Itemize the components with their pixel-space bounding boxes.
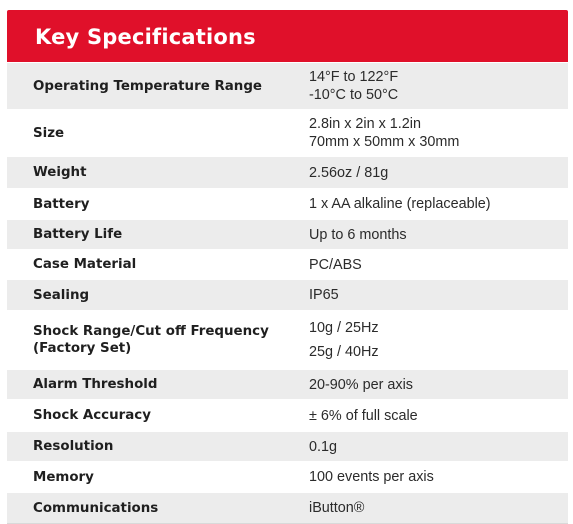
spec-label: Communications [33, 500, 159, 516]
spec-row-shock-accuracy: Shock Accuracy ± 6% of full scale [7, 399, 568, 431]
spec-row-size: Size 2.8in x 2in x 1.2in 70mm x 50mm x 3… [7, 109, 568, 156]
spec-value-line: 10g / 25Hz [309, 320, 379, 336]
spec-value-line: 25g / 40Hz [309, 344, 379, 360]
spec-row-battery: Battery 1 x AA alkaline (replaceable) [7, 188, 568, 219]
spec-row-alarm-threshold: Alarm Threshold 20-90% per axis [7, 369, 568, 399]
spec-value-line: ± 6% of full scale [309, 407, 418, 424]
spec-value-line: -10°C to 50°C [309, 87, 399, 103]
spec-label: Size [33, 125, 65, 141]
spec-row-shock-range: Shock Range/Cut off Frequency (Factory S… [7, 310, 568, 369]
spec-label: Weight [33, 165, 87, 180]
spec-value: 0.1g [309, 438, 568, 456]
spec-value: 2.56oz / 81g [309, 164, 568, 182]
spec-value: Up to 6 months [309, 226, 568, 244]
spec-label: Memory [33, 469, 94, 485]
spec-row-memory: Memory 100 events per axis [7, 461, 568, 492]
spec-value: iButton® [309, 499, 568, 517]
spec-value-line: 1 x AA alkaline (replaceable) [309, 196, 491, 212]
spec-row-battery-life: Battery Life Up to 6 months [7, 219, 568, 249]
spec-label: Shock Accuracy [33, 408, 151, 423]
spec-value: 14°F to 122°F -10°C to 50°C [309, 68, 568, 104]
spec-label: Alarm Threshold [33, 377, 158, 392]
spec-value-line: 100 events per axis [309, 469, 434, 485]
spec-rows: Operating Temperature Range 14°F to 122°… [7, 62, 568, 524]
spec-value-line: 2.56oz / 81g [309, 164, 389, 181]
spec-value-line: 2.8in x 2in x 1.2in [309, 116, 421, 132]
spec-value: ± 6% of full scale [309, 407, 568, 425]
specifications-table: Key Specifications Operating Temperature… [7, 10, 568, 524]
spec-value-line: PC/ABS [309, 256, 362, 273]
spec-value-line: 70mm x 50mm x 30mm [309, 134, 460, 150]
spec-value-line: Up to 6 months [309, 226, 407, 243]
table-title: Key Specifications [35, 24, 256, 49]
spec-label: Resolution [33, 439, 114, 454]
spec-value-line: 14°F to 122°F [309, 69, 399, 85]
spec-value: 10g / 25Hz 25g / 40Hz [309, 319, 568, 361]
spec-label: Sealing [33, 287, 90, 303]
table-header: Key Specifications [7, 10, 568, 62]
spec-row-resolution: Resolution 0.1g [7, 431, 568, 461]
spec-value: 100 events per axis [309, 468, 568, 486]
spec-value-line: 0.1g [309, 438, 338, 455]
spec-label: Operating Temperature Range [33, 78, 262, 94]
spec-label: Battery [33, 196, 90, 212]
spec-label: Battery Life [33, 227, 123, 242]
spec-row-case-material: Case Material PC/ABS [7, 249, 568, 279]
spec-value: IP65 [309, 286, 568, 304]
spec-row-operating-temperature: Operating Temperature Range 14°F to 122°… [7, 62, 568, 109]
spec-row-weight: Weight 2.56oz / 81g [7, 156, 568, 188]
spec-label: Case Material [33, 257, 137, 272]
spec-value-line: iButton® [309, 500, 365, 516]
spec-value: PC/ABS [309, 256, 568, 274]
spec-row-communications: Communications iButton® [7, 492, 568, 523]
spec-value-line: 20-90% per axis [309, 376, 413, 393]
spec-row-sealing: Sealing IP65 [7, 279, 568, 310]
spec-value: 2.8in x 2in x 1.2in 70mm x 50mm x 30mm [309, 115, 568, 151]
spec-value: 1 x AA alkaline (replaceable) [309, 195, 568, 213]
spec-value-line: IP65 [309, 287, 339, 303]
spec-value: 20-90% per axis [309, 376, 568, 394]
spec-label: Shock Range/Cut off Frequency (Factory S… [33, 324, 269, 356]
